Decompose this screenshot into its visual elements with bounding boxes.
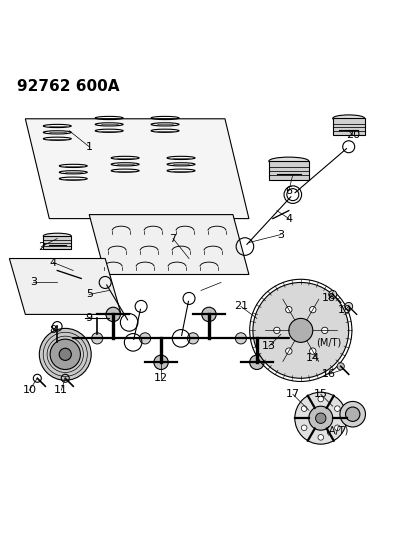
Circle shape (336, 363, 344, 370)
Text: 13: 13 (261, 341, 275, 351)
Text: 14: 14 (305, 353, 319, 364)
Circle shape (339, 401, 365, 427)
Polygon shape (25, 119, 248, 219)
Text: 10: 10 (22, 385, 36, 395)
Circle shape (315, 413, 325, 423)
Text: 19: 19 (337, 305, 351, 316)
Circle shape (309, 306, 315, 313)
Polygon shape (89, 215, 248, 274)
Text: 8: 8 (50, 325, 57, 335)
Text: 21: 21 (233, 302, 247, 311)
Circle shape (154, 355, 168, 369)
Text: (M/T): (M/T) (315, 337, 340, 348)
Circle shape (59, 348, 71, 360)
Circle shape (334, 425, 339, 431)
Circle shape (139, 333, 150, 344)
Circle shape (267, 333, 278, 344)
Text: 4: 4 (285, 214, 292, 223)
Circle shape (91, 333, 103, 344)
Text: 12: 12 (154, 373, 168, 383)
Text: 18: 18 (321, 294, 335, 303)
Text: 92762 600A: 92762 600A (17, 79, 119, 94)
Text: 3: 3 (277, 230, 284, 239)
Text: 16: 16 (321, 369, 335, 379)
Text: 11: 11 (54, 385, 68, 395)
Circle shape (294, 392, 346, 444)
Ellipse shape (268, 157, 308, 165)
Circle shape (106, 307, 120, 321)
Circle shape (39, 328, 91, 380)
Text: 2: 2 (38, 241, 45, 252)
Circle shape (309, 348, 315, 354)
Circle shape (301, 425, 306, 431)
Circle shape (334, 406, 339, 411)
Circle shape (201, 307, 216, 321)
FancyBboxPatch shape (268, 161, 308, 180)
Text: 3: 3 (30, 278, 37, 287)
Circle shape (344, 407, 359, 422)
Text: 1: 1 (85, 142, 93, 152)
Circle shape (321, 327, 327, 334)
Text: (A/T): (A/T) (324, 425, 348, 435)
Circle shape (301, 406, 306, 411)
Circle shape (249, 355, 263, 369)
Text: 5: 5 (85, 289, 93, 300)
Circle shape (344, 302, 352, 310)
Circle shape (273, 327, 279, 334)
Circle shape (252, 282, 348, 378)
Text: 6: 6 (285, 185, 292, 196)
Text: 7: 7 (169, 233, 176, 244)
Text: 4: 4 (50, 257, 57, 268)
Text: 20: 20 (345, 130, 359, 140)
FancyBboxPatch shape (43, 236, 71, 249)
Circle shape (285, 348, 291, 354)
Polygon shape (9, 259, 121, 314)
Circle shape (308, 406, 332, 430)
Circle shape (187, 333, 198, 344)
FancyBboxPatch shape (332, 118, 364, 135)
Circle shape (285, 306, 291, 313)
Circle shape (317, 396, 323, 402)
Text: 9: 9 (85, 313, 93, 324)
Circle shape (328, 290, 336, 298)
Text: 15: 15 (313, 389, 327, 399)
Circle shape (288, 318, 312, 342)
Circle shape (50, 339, 80, 369)
Ellipse shape (332, 115, 364, 122)
Circle shape (317, 434, 323, 440)
Ellipse shape (43, 233, 71, 239)
Circle shape (235, 333, 246, 344)
Text: 17: 17 (285, 389, 299, 399)
